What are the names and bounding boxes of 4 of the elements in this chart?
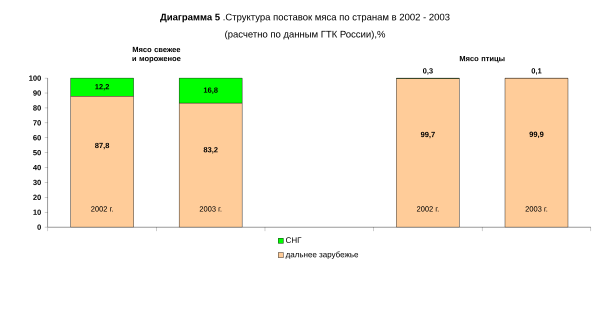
legend-label: дальнее зарубежье bbox=[286, 251, 358, 259]
chart-subtitle: (расчетно по данным ГТК России),% bbox=[225, 30, 386, 40]
legend-label: СНГ bbox=[286, 237, 302, 243]
chart-title: Диаграмма 5 .Структура поставок мяса по странам в 2002 - 2003 bbox=[160, 14, 450, 22]
